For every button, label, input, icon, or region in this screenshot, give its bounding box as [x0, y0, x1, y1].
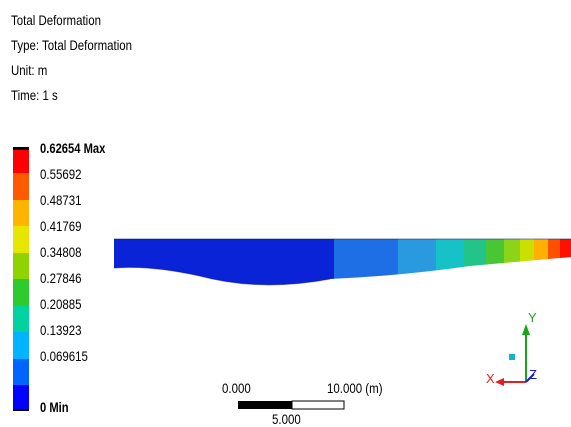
model-band-8	[520, 239, 534, 285]
contour-legend[interactable]	[13, 147, 29, 411]
legend-band-5	[13, 253, 29, 279]
legend-band-8	[13, 332, 29, 359]
legend-band-9	[13, 359, 29, 385]
triad-y-arrowhead	[522, 324, 530, 335]
contour-bands	[114, 239, 571, 285]
legend-band-1	[13, 147, 29, 176]
scale-mid-label: 5.000	[272, 411, 301, 427]
scale-left-label: 0.000	[222, 380, 251, 396]
result-title: Total Deformation	[11, 12, 101, 28]
model-band-6	[486, 239, 504, 285]
triad-origin-cube	[509, 354, 515, 360]
legend-band-7	[13, 306, 29, 332]
legend-label: 0.55692	[40, 166, 82, 182]
model-edge-bottom	[113, 266, 331, 286]
legend-band-3	[13, 200, 29, 226]
model-band-2	[334, 239, 398, 285]
result-unit: Unit: m	[11, 62, 48, 78]
result-type: Type: Total Deformation	[11, 37, 133, 53]
model-band-3	[398, 239, 436, 285]
legend-label: 0.34808	[40, 244, 82, 260]
legend-label: 0.48731	[40, 192, 82, 208]
triad-z-label: Z	[529, 367, 537, 382]
legend-label: 0.41769	[40, 218, 82, 234]
axis-triad[interactable]	[495, 324, 535, 386]
scale-bar-black	[238, 401, 292, 409]
legend-label: 0.13923	[40, 322, 82, 338]
legend-band-2	[13, 173, 29, 200]
legend-label: 0.20885	[40, 296, 82, 312]
legend-band-4	[13, 226, 29, 253]
model-band-4	[436, 239, 464, 285]
result-time: Time: 1 s	[11, 87, 58, 103]
legend-max-label: 0.62654 Max	[40, 140, 106, 156]
model-band-5	[464, 239, 486, 285]
triad-y-label: Y	[528, 310, 537, 325]
model-band-1	[114, 239, 334, 285]
scale-bar	[238, 400, 345, 410]
model-band-9	[534, 239, 548, 285]
triad-x-arrowhead	[495, 378, 504, 386]
legend-min-label: 0 Min	[40, 399, 69, 415]
legend-band-10	[13, 385, 29, 411]
triad-x-label: X	[486, 371, 495, 386]
legend-band-6	[13, 279, 29, 306]
model-band-7	[504, 239, 520, 285]
model-band-11	[560, 239, 571, 285]
legend-label: 0.27846	[40, 270, 82, 286]
legend-label: 0.069615	[40, 348, 88, 364]
scale-bar-white	[291, 400, 345, 410]
model-band-10	[548, 239, 560, 285]
triad-z-axis	[525, 373, 535, 383]
scale-right-label: 10.000 (m)	[327, 380, 383, 396]
